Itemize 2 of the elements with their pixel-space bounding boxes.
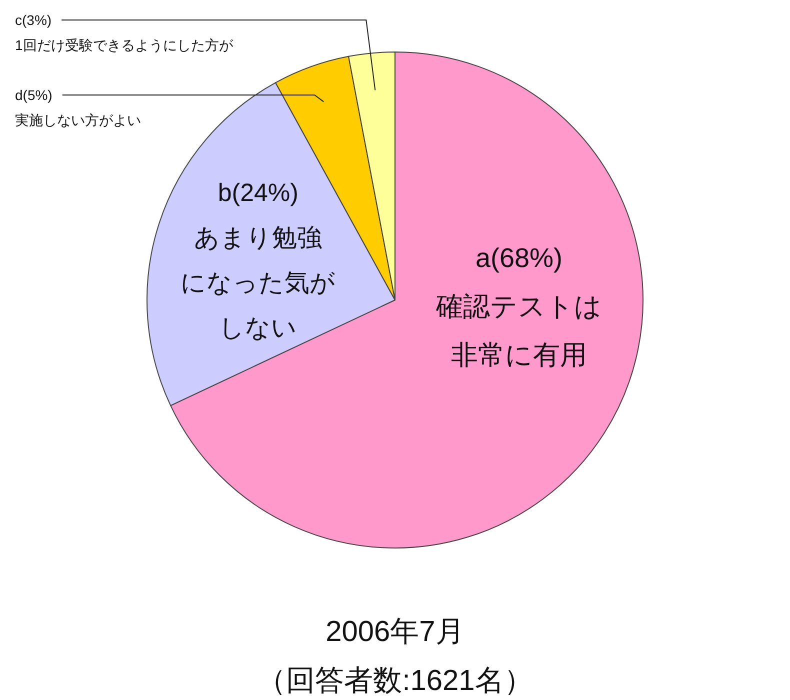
subtitle: （回答者数:1621名） — [257, 665, 533, 697]
title: 2006年7月 — [326, 616, 464, 648]
